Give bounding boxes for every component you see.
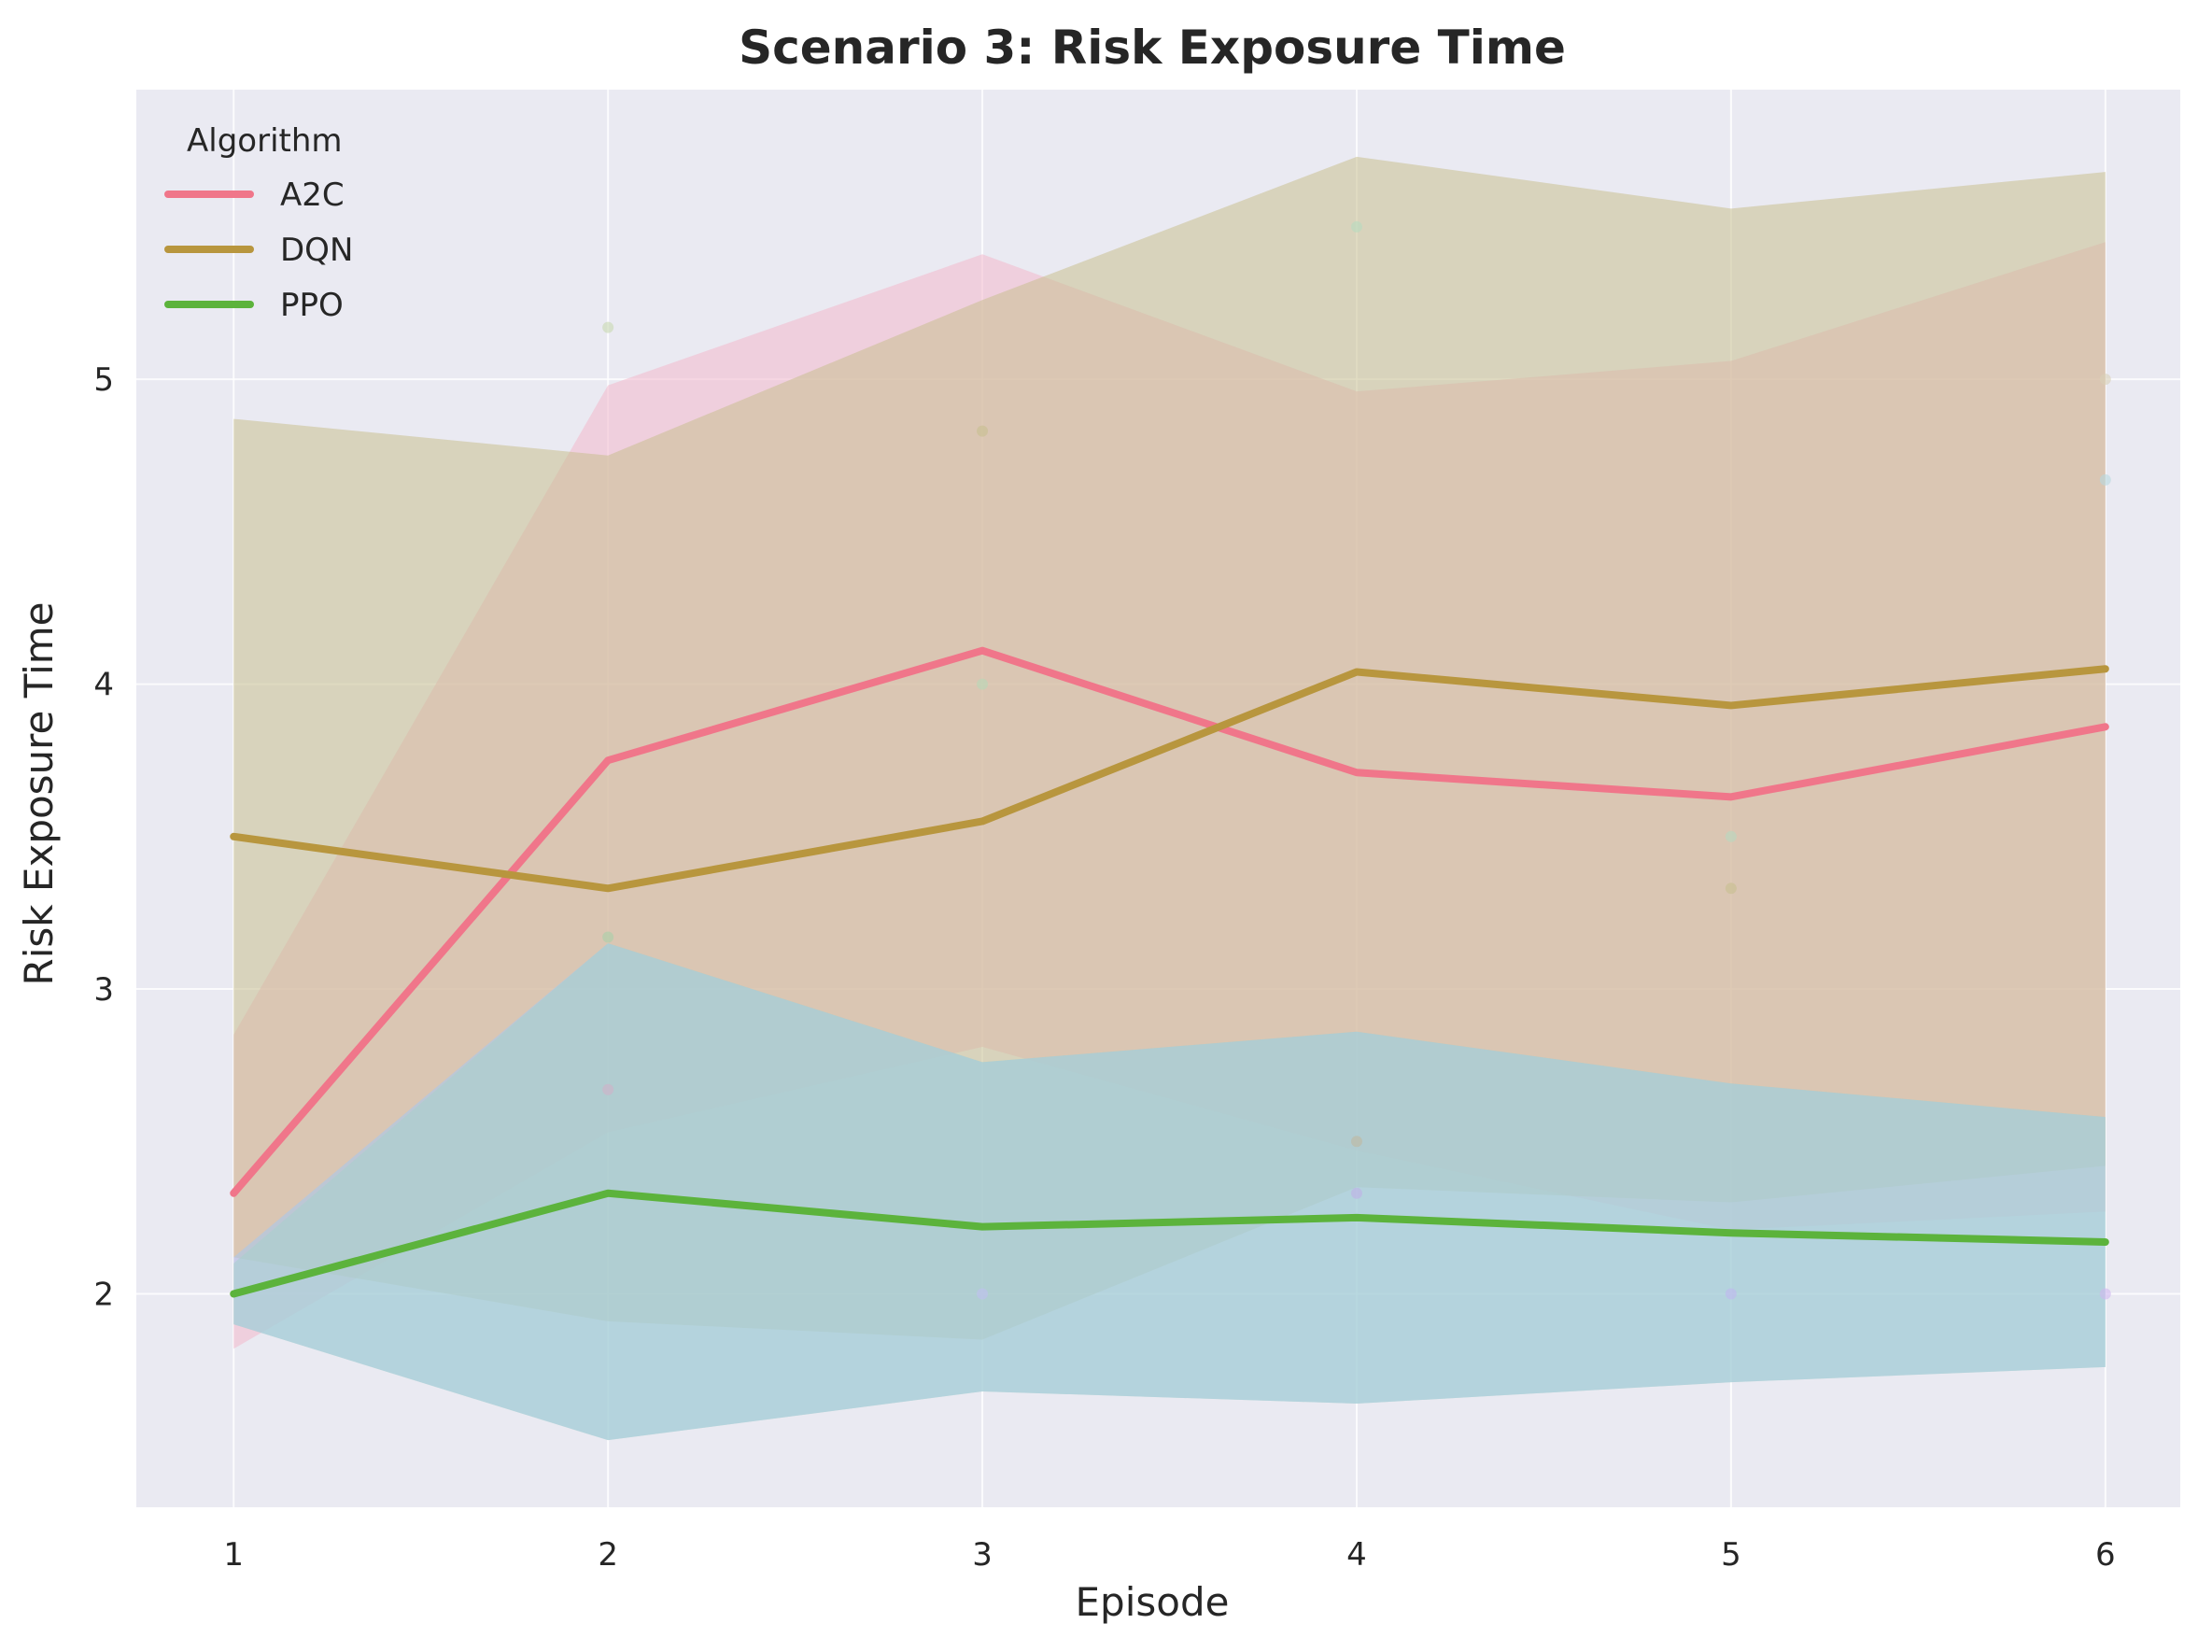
y-axis-label: Risk Exposure Time xyxy=(16,602,62,986)
scatter-points xyxy=(602,220,2111,1300)
band-3 xyxy=(233,943,2106,1441)
x-tick-label: 5 xyxy=(1721,1536,1741,1574)
data-point xyxy=(977,425,989,437)
y-tick-label: 5 xyxy=(93,361,114,399)
data-point xyxy=(602,1083,614,1095)
legend-label-dqn: DQN xyxy=(280,232,353,269)
data-point xyxy=(2099,374,2111,386)
line-dqn xyxy=(230,665,2109,893)
x-tick-label: 6 xyxy=(2095,1536,2116,1574)
data-point xyxy=(1350,1187,1362,1199)
line-a2c xyxy=(230,646,2109,1197)
y-tick-label: 3 xyxy=(93,971,114,1009)
legend-title: Algorithm xyxy=(187,122,343,160)
x-tick-label: 3 xyxy=(972,1536,993,1574)
y-tick-label: 2 xyxy=(93,1276,114,1313)
legend: Algorithm A2C DQN PPO xyxy=(164,122,353,324)
data-point xyxy=(2099,473,2111,486)
data-point xyxy=(2099,1288,2111,1300)
data-point xyxy=(1350,1136,1362,1148)
series-lines xyxy=(230,646,2109,1298)
y-tick-label: 4 xyxy=(93,667,114,704)
x-tick-label: 1 xyxy=(223,1536,244,1574)
tick-labels: 1 2 3 4 5 6 2 3 4 5 xyxy=(93,361,2115,1574)
data-point xyxy=(1725,882,1737,895)
data-point xyxy=(1725,1288,1737,1300)
x-axis-label: Episode xyxy=(1076,1579,1230,1625)
data-point xyxy=(1350,220,1362,233)
legend-label-a2c: A2C xyxy=(280,176,345,214)
legend-items: A2C DQN PPO xyxy=(164,176,353,324)
data-point xyxy=(602,321,614,333)
chart-title: Scenario 3: Risk Exposure Time xyxy=(739,21,1566,75)
line-ppo xyxy=(230,1189,2109,1298)
data-point xyxy=(1725,830,1737,842)
x-tick-label: 2 xyxy=(598,1536,618,1574)
legend-label-ppo: PPO xyxy=(280,287,344,324)
data-point xyxy=(602,931,614,943)
data-point xyxy=(977,1288,989,1300)
data-point xyxy=(977,678,989,690)
x-tick-label: 4 xyxy=(1346,1536,1367,1574)
